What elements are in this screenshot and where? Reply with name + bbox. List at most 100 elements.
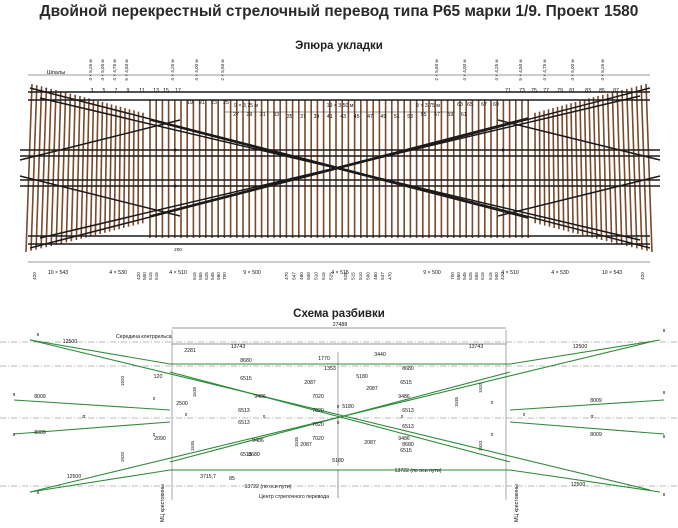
mark-8: 8 [13, 392, 16, 397]
sleeper [640, 85, 648, 251]
sleeper-number-left: 9 [127, 88, 130, 94]
sleeper-number-center: 53 [407, 114, 413, 120]
sleeper [570, 103, 574, 233]
sleeper [108, 104, 113, 232]
dim-6515: 6515 [240, 376, 252, 382]
spacing-label: 4 × 4,00 м [194, 59, 199, 80]
alpha-label: α [591, 414, 594, 420]
dim-200: 200 [174, 247, 182, 252]
dim-2087: 2087 [300, 442, 312, 448]
sleeper [592, 97, 598, 239]
bottom-dim-rot: 500 [494, 272, 499, 280]
sleeper-number-left: 21 [199, 100, 205, 106]
sleeper [45, 88, 52, 248]
spacing-label: 4 × 5,25 м [88, 59, 93, 80]
sleeper [547, 109, 551, 227]
sleeper [630, 87, 638, 249]
dim-label: 85 [229, 476, 235, 482]
dim-vertical: 1920 [478, 382, 483, 393]
spacing-label: 4 × 4,75 м [542, 59, 547, 80]
dim-label: 120 [154, 374, 163, 380]
dim-vertical: 1920 [120, 375, 125, 386]
bottom-dim-center-rot: 470 [388, 272, 393, 280]
dim-vertical: 1535 [454, 396, 459, 407]
dim-label: 12500 [571, 482, 586, 488]
bottom-dim-center-rot: 510 [358, 272, 363, 280]
dim-label: 5180 [356, 374, 368, 380]
dim-label: 2281 [184, 348, 196, 354]
dim-label: 13743 [469, 344, 484, 350]
sleeper [635, 86, 643, 250]
bottom-dim-center-rot: 500 [365, 272, 370, 280]
spacing-label: 2 × 5,50 м [220, 59, 225, 80]
bottom-dim-rot: 560 [216, 272, 221, 280]
sleeper-number-right: 71 [505, 88, 511, 94]
bottom-dim-rot: 555 [198, 272, 203, 280]
sleeper-number-right: 75 [531, 88, 537, 94]
sleeper [565, 104, 570, 232]
dim-7020: 7020 [312, 408, 324, 414]
sleeper-number-center: 43 [340, 114, 346, 120]
bottom-dim-rot: 515 [148, 272, 153, 280]
sleeper-number-left: 13 [153, 88, 159, 94]
sleeper [132, 110, 135, 226]
bottom-dim-rot: 525 [204, 272, 209, 280]
zero-mark: 0 [337, 404, 340, 409]
sleeper-number-center: 37 [300, 114, 306, 120]
bottom-dim: 9 × 500 [423, 270, 441, 276]
sleeper [127, 109, 131, 227]
layout-line [13, 399, 171, 411]
sleeper-number-left: 5 [103, 88, 106, 94]
sleeper [583, 99, 589, 237]
mark-8: 8 [663, 492, 666, 497]
sleeper-number-left: 23 [211, 100, 217, 106]
sleeper [85, 98, 90, 238]
bottom-dim-rot: 700 [450, 272, 455, 280]
sleeper-number-left: 3 [91, 88, 94, 94]
sleeper-number-center: 47 [367, 114, 373, 120]
sleeper [94, 100, 99, 236]
bottom-dim-rot: 555 [474, 272, 479, 280]
sleeper-number-right: 73 [519, 88, 525, 94]
dim-8009: 8009 [34, 394, 46, 400]
zero-mark: 0 [337, 420, 340, 425]
sleeper-number-right: 77 [543, 88, 549, 94]
dim-6515: 6515 [400, 448, 412, 454]
dim-7020: 7020 [312, 422, 324, 428]
sleeper [556, 106, 560, 230]
frog-marker [336, 166, 340, 170]
dim-label: 5180 [332, 458, 344, 464]
center-label: Центр стрелочного перевода [259, 494, 329, 500]
section-title-scheme: Схема разбивки [293, 308, 385, 320]
dim-8680: 8680 [402, 366, 414, 372]
sleeper [621, 89, 628, 247]
layout-line [509, 469, 661, 493]
zero-mark: 0 [523, 412, 526, 417]
sleeper [55, 91, 62, 245]
sleeper [104, 103, 108, 233]
spacing-label: 9 × 3,75 м [416, 103, 440, 109]
sleeper-number-left: 15 [163, 88, 169, 94]
layout-line [29, 339, 651, 491]
dim-label: 3440 [374, 352, 386, 358]
spacing-label: 2 × 5,50 м [434, 59, 439, 80]
frog-marker [173, 184, 177, 188]
dim-8009: 8009 [590, 398, 602, 404]
dim-8680: 8680 [402, 442, 414, 448]
dim-label: 13743 [231, 344, 246, 350]
sleeper [70, 94, 76, 242]
mark-8: 8 [663, 328, 666, 333]
sleeper [597, 95, 603, 241]
spacing-label: 5 × 4,50 м [124, 59, 129, 80]
spacing-label: 19 × 3,50 м [327, 103, 354, 109]
sleeper [75, 95, 81, 241]
dim-6513: 6513 [238, 420, 250, 426]
dim-9486: 9486 [398, 436, 410, 442]
sleeper-number-center: 45 [354, 114, 360, 120]
sleeper [123, 107, 126, 229]
staking-scheme: 27488 13743 13743 Середина контррельса 12500… [0, 322, 678, 522]
sleeper [60, 92, 67, 244]
sleeper [645, 83, 653, 253]
bottom-dim-center-rot: 500 [306, 272, 311, 280]
